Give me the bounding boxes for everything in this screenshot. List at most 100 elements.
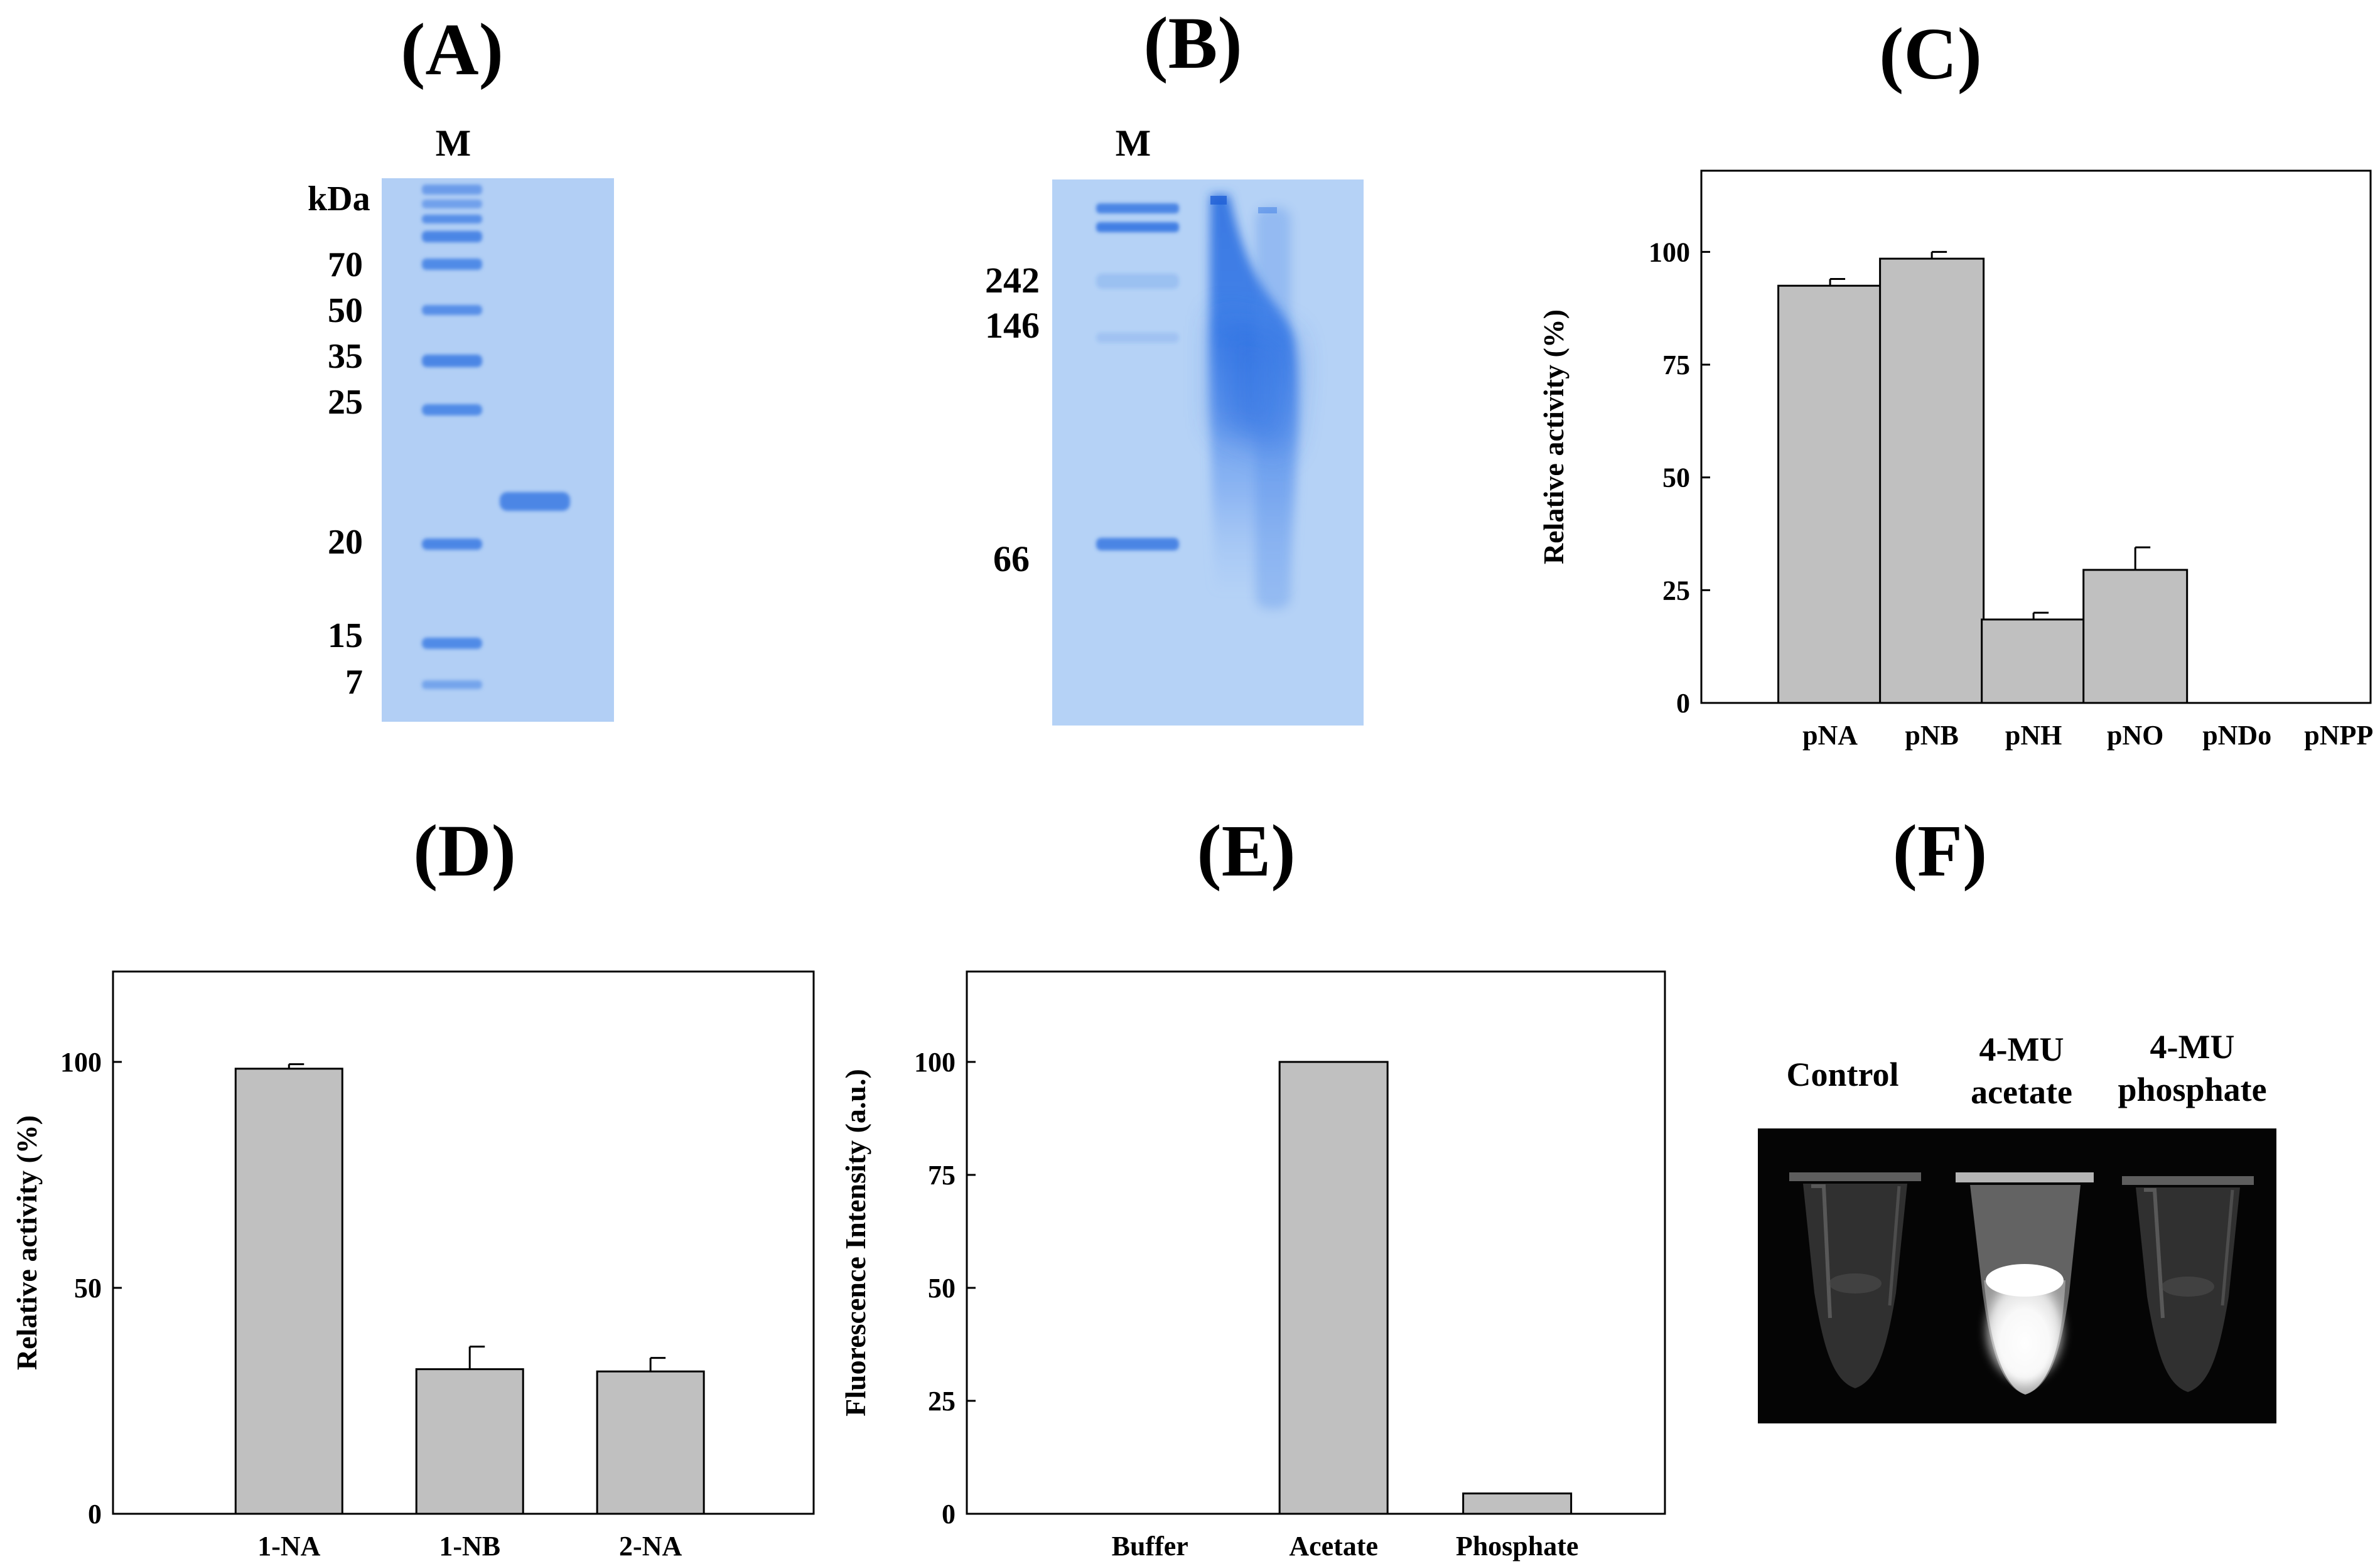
panel-label-d: (D) [413, 810, 516, 892]
tube-label-acetate-line2: acetate [1971, 1073, 2072, 1111]
gel-b-band-top-1 [1096, 203, 1179, 213]
chart-c-ytick-label: 0 [1676, 688, 1690, 719]
chart-e-category-label: Phosphate [1456, 1531, 1579, 1561]
chart-e-ytick-label: 0 [942, 1499, 956, 1529]
chart-d-category-label: 2-NA [619, 1531, 682, 1561]
chart-c-bar [1879, 257, 1985, 704]
chart-d-bar [415, 1368, 524, 1515]
gel-a-marker-25: 25 [328, 383, 363, 422]
gel-a-marker-15: 15 [328, 616, 363, 655]
gel-b-band-146 [1096, 333, 1179, 343]
chart-c-error-bar [2134, 546, 2151, 570]
tube-label-phosphate-line1: 4-MU [2150, 1028, 2235, 1066]
gel-b-sample-smear [1209, 195, 1298, 609]
gel-a-band-top-3 [422, 215, 482, 223]
gel-a-sample-band [500, 492, 570, 511]
gel-a-band-20 [422, 538, 482, 550]
tube-acetate [1956, 1172, 2094, 1395]
chart-d-error-bar [649, 1357, 666, 1372]
gel-b-band-242 [1096, 274, 1179, 289]
gel-a-band-50 [422, 305, 482, 315]
gel-b-marker-146: 146 [985, 305, 1040, 346]
tube-phosphate [2122, 1176, 2254, 1392]
gel-a-band-7 [422, 680, 482, 689]
chart-d-error-bar [468, 1346, 485, 1369]
chart-e-bar [1462, 1492, 1573, 1515]
chart-c-category-label: pNH [2005, 720, 2062, 751]
gel-b-marker-242: 242 [985, 260, 1040, 301]
chart-d-ytick-label: 100 [60, 1047, 102, 1078]
gel-b: M 242 146 66 [985, 122, 1364, 726]
chart-e-bar [1278, 1061, 1389, 1515]
panel-labels: (A) (B) (C) (D) (E) (F) [401, 2, 1987, 892]
gel-b-smear-right-lane [1256, 207, 1291, 609]
chart-c-error-bar [1930, 250, 1947, 259]
gel-a-band-top-4 [422, 231, 482, 242]
chart-c-bar [2082, 569, 2189, 704]
chart-d-bar [596, 1370, 705, 1515]
panel-label-f: (F) [1893, 810, 1988, 892]
chart-d-error-bar [288, 1063, 304, 1069]
panel-label-e: (E) [1197, 810, 1295, 892]
tube-photo: Control 4-MU acetate 4-MU phosphate [1758, 1028, 2276, 1423]
chart-c-category-label: pNA [1802, 720, 1858, 751]
gel-b-marker-lane [1096, 203, 1179, 550]
chart-e: 0 25 50 75 100 Buffer Acetate Phosphate Fluoresc… [839, 970, 1666, 1561]
gel-a-band-15 [422, 638, 482, 649]
gel-a-band-35 [422, 355, 482, 367]
chart-c-category-label: pNB [1905, 720, 1959, 751]
gel-b-band-66 [1096, 538, 1179, 550]
gel-a-band-top-1 [422, 185, 482, 195]
chart-c-ytick-label: 25 [1662, 575, 1690, 606]
chart-e-ytick-label: 75 [928, 1160, 956, 1191]
gel-b-marker-66: 66 [993, 538, 1030, 579]
chart-c-bar [1777, 284, 1883, 704]
chart-c-category-label: pNPP [2304, 720, 2373, 751]
gel-a-unit-label: kDa [308, 179, 370, 218]
gel-a-band-25 [422, 404, 482, 415]
chart-e-category-label: Acetate [1289, 1531, 1378, 1561]
chart-c-category-label: pNDo [2202, 720, 2271, 751]
chart-c-error-bar [1829, 277, 1846, 286]
chart-d-bar [234, 1068, 343, 1515]
chart-c-bar [1981, 618, 2087, 704]
gel-a-marker-7: 7 [345, 663, 363, 702]
chart-d: 0 50 100 1-NA 1-NB 2-NA Relative activity (%) [11, 970, 815, 1561]
tube-label-acetate-line1: 4-MU [1979, 1031, 2064, 1068]
tube-label-phosphate-line2: phosphate [2118, 1071, 2266, 1108]
chart-c-error-bar [2032, 611, 2049, 620]
chart-d-category-label: 1-NA [257, 1531, 320, 1561]
gel-a: M kDa 70 50 35 25 20 15 7 [308, 122, 614, 722]
chart-c-ylabel: Relative activity (%) [1537, 309, 1570, 564]
gel-a-marker-20: 20 [328, 523, 363, 562]
chart-d-category-label: 1-NB [439, 1531, 500, 1561]
gel-a-lane-label: M [436, 122, 471, 164]
chart-d-ytick-label: 0 [88, 1499, 102, 1529]
panel-label-c: (C) [1879, 13, 1982, 95]
chart-e-ytick-label: 50 [928, 1273, 956, 1304]
gel-a-background [382, 178, 614, 722]
chart-d-ytick-label: 50 [74, 1273, 102, 1304]
chart-c-ytick-label: 75 [1662, 350, 1690, 380]
chart-e-ylabel: Fluorescence Intensity (a.u.) [839, 1069, 871, 1417]
gel-b-well-2 [1258, 207, 1277, 213]
chart-e-ytick-label: 25 [928, 1386, 956, 1417]
tube-control [1789, 1172, 1921, 1388]
chart-c-ytick-label: 50 [1662, 463, 1690, 493]
chart-c-category-label: pNO [2107, 720, 2163, 751]
gel-a-background-shade [382, 178, 614, 722]
panel-label-b: (B) [1143, 2, 1242, 84]
tube-label-control: Control [1786, 1056, 1898, 1093]
gel-a-marker-50: 50 [328, 291, 363, 330]
gel-a-marker-lane [422, 185, 482, 689]
gel-b-background [1052, 179, 1364, 726]
gel-a-marker-70: 70 [328, 245, 363, 284]
gel-b-well-1 [1210, 196, 1227, 205]
chart-e-ytick-label: 100 [914, 1047, 956, 1078]
gel-b-lane-label: M [1116, 122, 1151, 164]
chart-e-category-label: Buffer [1112, 1531, 1188, 1561]
chart-c-ytick-label: 100 [1649, 237, 1690, 267]
gel-a-marker-35: 35 [328, 337, 363, 376]
gel-b-band-top-2 [1096, 222, 1179, 232]
